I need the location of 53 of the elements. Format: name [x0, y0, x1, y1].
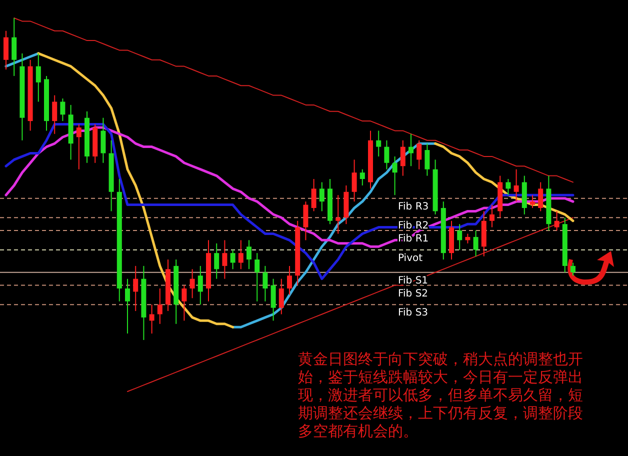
candlestick — [190, 268, 195, 299]
candlestick — [554, 210, 560, 232]
candlestick — [36, 52, 41, 102]
candlestick — [60, 98, 66, 122]
candlestick — [214, 242, 220, 280]
candlestick — [570, 262, 576, 276]
text: 黄金日图终于向下突破，稍大点的调整也开始，鉴于短线跌幅较大，今日有一定反弹出现，激进者可以低多，但多单不易久留，短期调整还会继续，上下仍有反复，调整阶段多空都有机会的。 — [298, 350, 583, 440]
candlestick — [514, 168, 519, 202]
candlestick — [157, 288, 162, 324]
candlestick — [198, 265, 203, 306]
candlestick — [384, 140, 390, 170]
candlestick — [12, 18, 17, 76]
candlestick — [490, 204, 494, 228]
candlestick — [457, 224, 462, 250]
candlestick — [416, 140, 422, 170]
candlestick — [408, 133, 414, 167]
candlestick — [319, 182, 324, 212]
candlestick — [530, 194, 535, 208]
candlestick — [360, 168, 365, 186]
candlestick — [303, 201, 308, 241]
candlestick — [465, 233, 470, 244]
candlestick — [182, 284, 187, 322]
candlestick — [230, 249, 236, 270]
candlestick — [424, 143, 430, 176]
ref-line-label: Fib S1 — [398, 275, 428, 286]
candlestick — [254, 252, 260, 302]
candlestick — [133, 265, 138, 312]
candlestick — [100, 117, 106, 164]
candlestick — [311, 178, 316, 212]
candlestick — [287, 265, 292, 296]
candlestick — [238, 240, 244, 270]
candlestick — [52, 94, 58, 134]
candlestick — [246, 240, 252, 270]
candlestick — [262, 265, 268, 302]
candlestick — [270, 278, 276, 322]
candlestick — [538, 182, 544, 212]
candlestick — [400, 140, 406, 176]
candlestick — [76, 124, 82, 170]
ref-line-label: Pivot — [398, 252, 423, 264]
candlestick — [392, 156, 398, 196]
candlestick — [278, 278, 284, 315]
candlestick — [352, 159, 357, 202]
candlestick — [376, 130, 382, 157]
candlestick — [149, 304, 154, 334]
candlestick — [222, 240, 228, 280]
ref-line-label: Fib S2 — [398, 288, 428, 300]
candlestick — [336, 194, 341, 234]
candlestick — [506, 178, 511, 196]
candlestick — [125, 278, 130, 334]
ref-line-label: Fib S3 — [398, 308, 428, 319]
candlestick — [473, 230, 478, 257]
candlestick — [4, 30, 8, 70]
ref-line-label: Fib R3 — [398, 201, 429, 212]
